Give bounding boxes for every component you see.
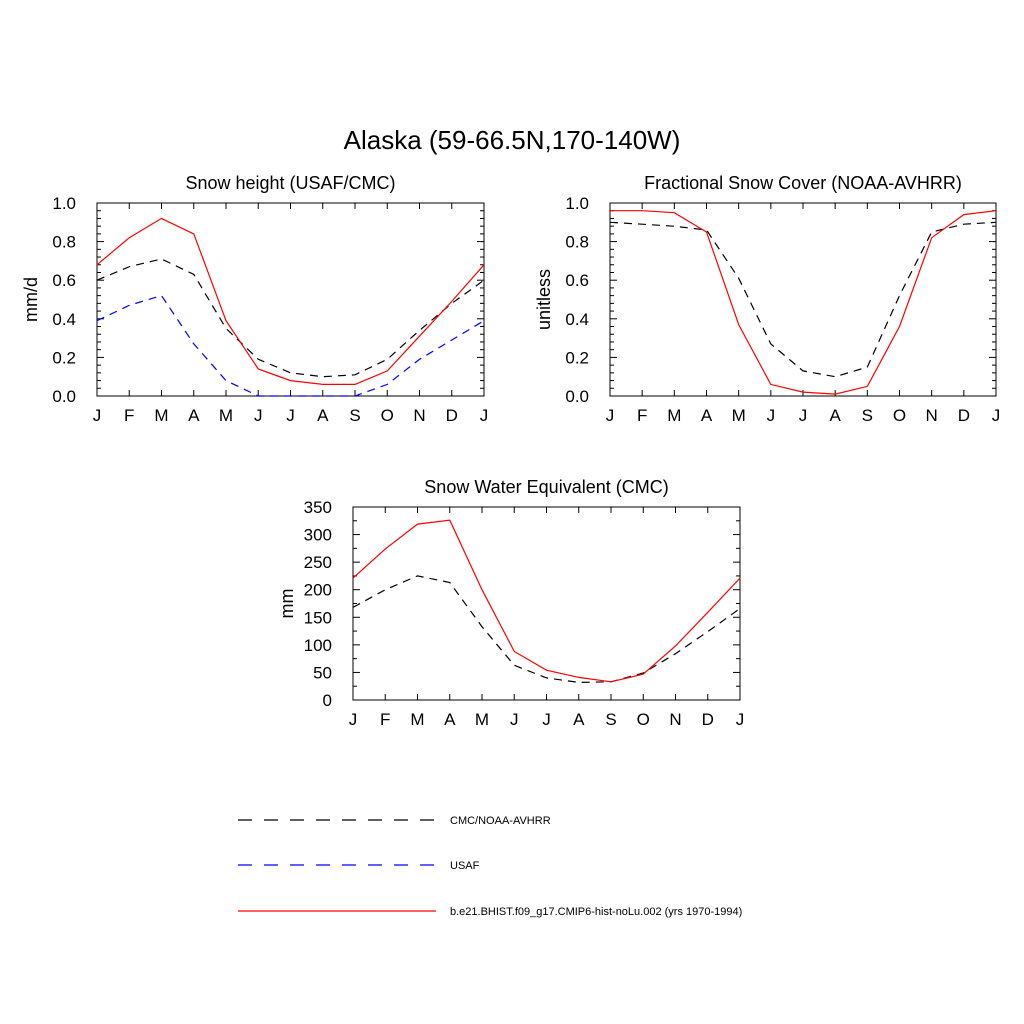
y-tick-label: 0.2: [565, 348, 589, 367]
y-tick-label: 150: [304, 608, 332, 627]
subplot-title: Snow Water Equivalent (CMC): [424, 477, 668, 497]
y-axis-label: unitless: [534, 269, 554, 330]
x-tick-label: M: [154, 406, 168, 425]
series-line: [352, 519, 741, 683]
x-tick-label: S: [862, 406, 873, 425]
y-tick-label: 0.0: [565, 387, 589, 406]
x-tick-label: M: [475, 710, 489, 729]
x-tick-label: O: [637, 710, 650, 729]
x-tick-label: A: [829, 406, 841, 425]
series-line: [96, 217, 485, 385]
y-tick-label: 200: [304, 581, 332, 600]
x-tick-label: F: [637, 406, 647, 425]
y-tick-label: 100: [304, 636, 332, 655]
plot-frame: [96, 202, 485, 397]
x-tick-label: O: [893, 406, 906, 425]
chart-panel-3: Snow Water Equivalent (CMC)mmJ F M A M J J A S O N…: [277, 477, 744, 729]
x-tick-label: D: [446, 406, 458, 425]
x-tick-label: N: [413, 406, 425, 425]
chart-panel-2: Fractional Snow Cover (NOAA-AVHRR) unitle…: [534, 173, 1000, 425]
y-tick-label: 0.4: [565, 310, 589, 329]
x-tick-label: D: [958, 406, 970, 425]
x-tick-label: F: [124, 406, 134, 425]
legend: CMC/NOAA-AVHRR USAF b.e21.BHIST.f09_g17.CM…: [238, 815, 742, 918]
x-tick-label: J: [992, 406, 1001, 425]
x-tick-label: J: [736, 710, 745, 729]
x-tick-label: A: [701, 406, 713, 425]
y-tick-label: 0.6: [52, 271, 76, 290]
x-tick-label: O: [381, 406, 394, 425]
x-tick-label: J: [606, 406, 615, 425]
y-tick-label: 0: [323, 691, 332, 710]
y-axis-label: mm: [277, 589, 297, 619]
y-tick-label: 0.8: [565, 233, 589, 252]
legend-label: b.e21.BHIST.f09_g17.CMIP6-hist-noLu.002 …: [450, 906, 742, 918]
y-tick-label: 50: [313, 663, 332, 682]
x-tick-label: J: [799, 406, 808, 425]
y-tick-label: 0.6: [565, 271, 589, 290]
series-line: [610, 210, 997, 395]
y-axis-label: mm/d: [21, 277, 41, 322]
y-tick-label: 300: [304, 526, 332, 545]
subplot-title: Snow height (USAF/CMC): [185, 173, 395, 193]
figure-title: Alaska (59-66.5N,170-140W): [344, 125, 681, 155]
x-tick-label: J: [286, 406, 295, 425]
x-tick-label: J: [510, 710, 519, 729]
y-tick-label: 1.0: [565, 194, 589, 213]
chart-panels: Snow height (USAF/CMC)mm/dJ F M A M J J A S O N D J0…: [21, 173, 1000, 729]
y-tick-label: 0.2: [52, 348, 76, 367]
series-line: [96, 258, 485, 378]
series-line: [609, 221, 997, 378]
chart-panel-1: Snow height (USAF/CMC)mm/dJ F M A M J J A S O N D J0…: [21, 173, 488, 425]
plot-frame: [352, 506, 741, 701]
legend-label: CMC/NOAA-AVHRR: [450, 815, 551, 827]
x-tick-label: J: [349, 710, 358, 729]
y-tick-label: 350: [304, 498, 332, 517]
x-tick-label: M: [219, 406, 233, 425]
x-tick-label: J: [767, 406, 776, 425]
y-tick-label: 0.0: [52, 387, 76, 406]
y-tick-label: 1.0: [52, 194, 76, 213]
x-tick-label: D: [702, 710, 714, 729]
x-tick-label: A: [573, 710, 585, 729]
x-tick-label: S: [605, 710, 616, 729]
series-line: [96, 294, 485, 397]
y-tick-label: 0.8: [52, 233, 76, 252]
x-tick-label: J: [480, 406, 489, 425]
x-tick-label: M: [667, 406, 681, 425]
x-tick-label: N: [669, 710, 681, 729]
x-tick-label: S: [349, 406, 360, 425]
x-tick-label: F: [380, 710, 390, 729]
x-tick-label: M: [410, 710, 424, 729]
subplot-title: Fractional Snow Cover (NOAA-AVHRR): [644, 173, 962, 193]
plot-frame: [609, 202, 997, 397]
y-tick-label: 250: [304, 553, 332, 572]
x-tick-label: A: [317, 406, 329, 425]
x-tick-label: A: [188, 406, 200, 425]
series-line: [352, 575, 741, 684]
x-tick-label: A: [444, 710, 456, 729]
y-tick-label: 0.4: [52, 310, 76, 329]
x-tick-label: M: [732, 406, 746, 425]
x-tick-label: J: [542, 710, 551, 729]
legend-label: USAF: [450, 860, 480, 872]
x-tick-label: J: [254, 406, 263, 425]
x-tick-label: N: [926, 406, 938, 425]
x-tick-label: J: [93, 406, 102, 425]
